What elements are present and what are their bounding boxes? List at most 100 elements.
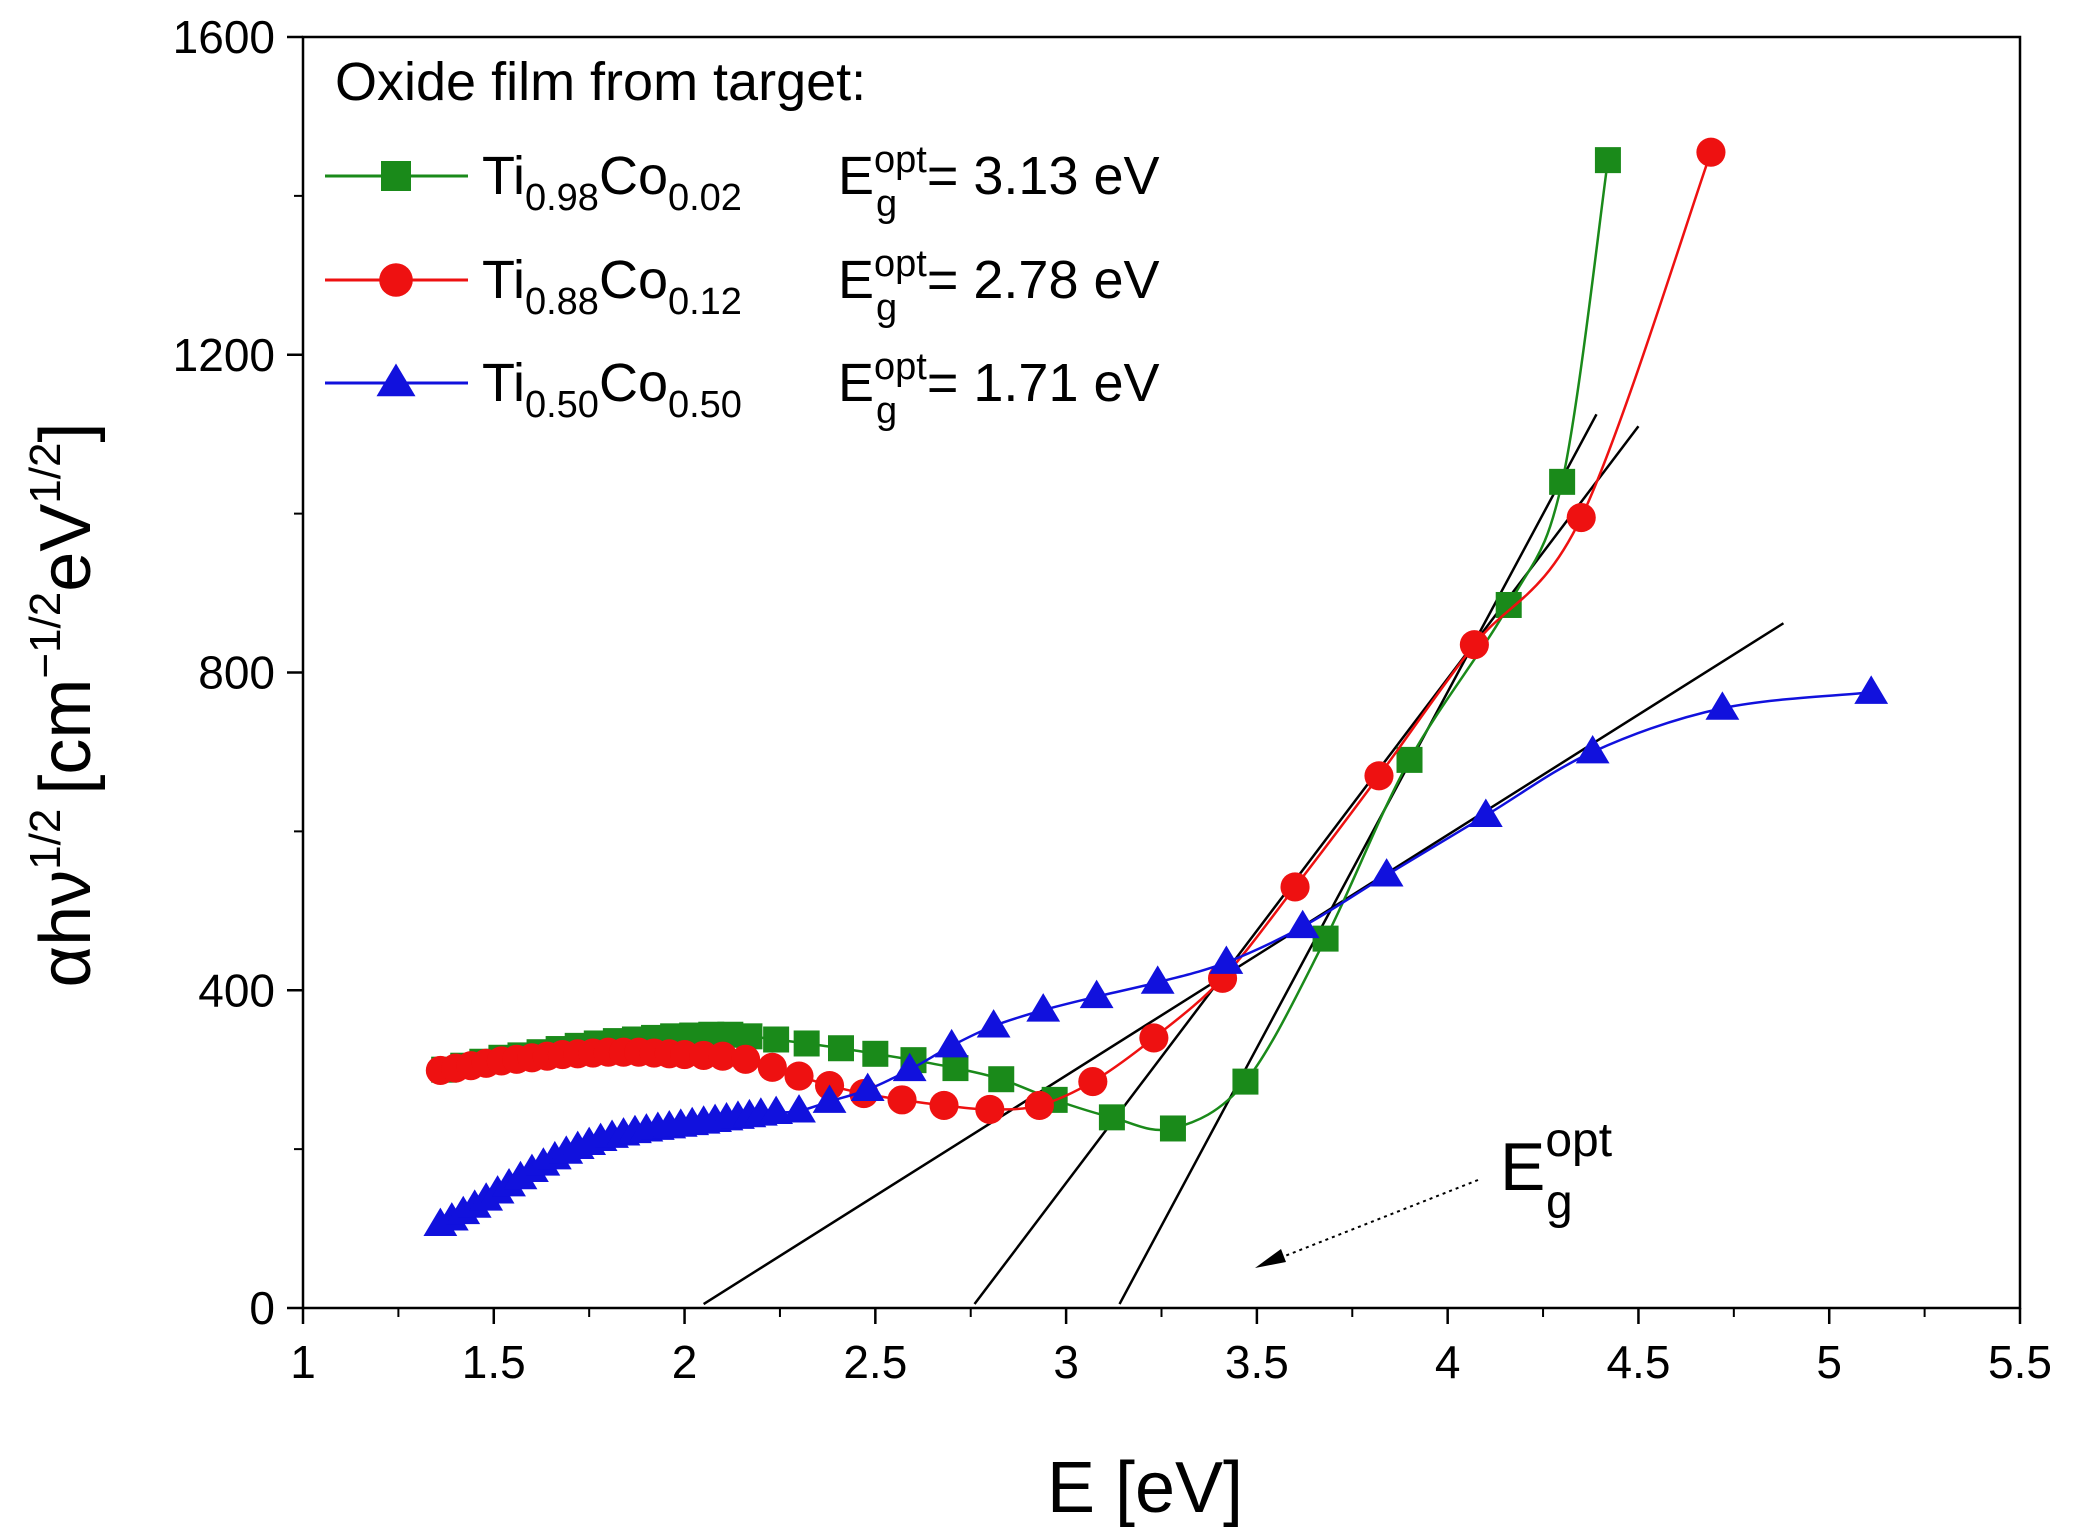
data-point-ti098co002 xyxy=(1549,468,1576,495)
ylabel-exp3: 1/2 xyxy=(21,443,70,504)
x-tick-label: 4.5 xyxy=(1606,1336,1670,1388)
data-point-ti050co050 xyxy=(759,1095,794,1125)
x-tick-label: 2.5 xyxy=(843,1336,907,1388)
data-point-ti088co012 xyxy=(975,1094,1005,1124)
tangent-lines xyxy=(702,413,1785,1306)
ylabel-close: ] xyxy=(26,423,106,443)
tangent-line xyxy=(702,622,1785,1306)
x-tick-label: 5 xyxy=(1816,1336,1842,1388)
data-point-ti088co012 xyxy=(887,1085,917,1115)
legend-eg-value: Eopt= 3.13 eV xyxy=(838,139,1160,206)
data-point-ti088co012 xyxy=(1139,1023,1169,1053)
data-point-ti098co002 xyxy=(988,1066,1015,1093)
tangent-line xyxy=(1118,413,1598,1305)
y-axis-title: αhν1/2[cm−1/2eV1/2] xyxy=(21,423,106,988)
data-point-ti098co002 xyxy=(942,1055,969,1082)
legend-eg-sub: g xyxy=(876,287,897,329)
legend-eg-sub: g xyxy=(876,390,897,432)
svg-text:αhν1/2[cm−1/2eV1/2]: αhν1/2[cm−1/2eV1/2] xyxy=(21,423,106,988)
legend-eg-sub: g xyxy=(876,183,897,225)
data-point-ti098co002 xyxy=(1495,591,1522,618)
legend-marker xyxy=(381,161,411,191)
ylabel-base: αhν xyxy=(26,870,106,988)
series-line-ti050co050 xyxy=(439,691,1872,1226)
annotation-sup: opt xyxy=(1545,1114,1612,1167)
legend-entry-ti050co050: Ti0.50Co0.50 Eopt= 1.71 eVg xyxy=(325,346,1160,432)
legend-entry-ti088co012: Ti0.88Co0.12 Eopt= 2.78 eVg xyxy=(325,243,1160,329)
legend-label: Ti0.88Co0.12 xyxy=(482,250,742,323)
data-point-ti050co050 xyxy=(892,1052,927,1082)
axes-layer: 1 1.5 2 2.5 3 3.5 4 4.5 5 5.5 0 400 800 1200 1600 xyxy=(173,11,2052,1388)
data-point-ti088co012 xyxy=(1459,630,1489,660)
data-point-ti050co050 xyxy=(1140,965,1175,994)
data-point-ti098co002 xyxy=(793,1030,820,1057)
data-point-ti050co050 xyxy=(782,1094,816,1123)
data-point-ti088co012 xyxy=(1024,1090,1054,1120)
legend-eg-value: Eopt= 1.71 eV xyxy=(838,346,1160,413)
data-point-ti050co050 xyxy=(1079,979,1114,1009)
data-point-ti050co050 xyxy=(1209,945,1244,974)
y-tick-label: 0 xyxy=(249,1282,275,1334)
legend-marker xyxy=(376,363,416,397)
legend-entry-ti098co002: Ti0.98Co0.02 Eopt= 3.13 eVg xyxy=(325,139,1160,225)
data-point-ti050co050 xyxy=(812,1084,847,1113)
data-point-ti050co050 xyxy=(1285,909,1320,939)
ylabel-exp1: 1/2 xyxy=(21,809,70,870)
data-point-ti098co002 xyxy=(736,1023,763,1050)
x-tick-label: 1 xyxy=(290,1336,316,1388)
data-point-ti088co012 xyxy=(708,1041,738,1071)
x-tick-label: 5.5 xyxy=(1988,1336,2052,1388)
legend-marker xyxy=(379,263,413,297)
ylabel-unit: eV xyxy=(26,504,106,592)
legend-label: Ti0.50Co0.50 xyxy=(482,353,742,426)
ylabel-exp2: −1/2 xyxy=(21,592,70,679)
data-point-ti088co012 xyxy=(784,1061,814,1091)
data-point-ti098co002 xyxy=(1159,1115,1186,1142)
data-point-ti098co002 xyxy=(763,1026,790,1053)
data-point-ti050co050 xyxy=(1369,858,1404,887)
data-point-ti098co002 xyxy=(1312,925,1339,952)
data-point-ti050co050 xyxy=(934,1028,969,1058)
data-point-ti088co012 xyxy=(1364,761,1394,791)
series-ti050co050 xyxy=(423,675,1889,1237)
data-point-ti098co002 xyxy=(862,1040,889,1067)
x-tick-label: 3.5 xyxy=(1225,1336,1289,1388)
x-tick-label: 4 xyxy=(1435,1336,1461,1388)
data-point-ti088co012 xyxy=(1078,1067,1108,1097)
data-point-ti088co012 xyxy=(929,1090,959,1120)
data-point-ti098co002 xyxy=(1594,147,1621,174)
annotation-arrow-head xyxy=(1255,1249,1286,1268)
data-point-ti088co012 xyxy=(1566,503,1596,533)
ylabel-bracket: [cm xyxy=(26,679,106,795)
data-point-ti088co012 xyxy=(731,1044,761,1074)
data-point-ti050co050 xyxy=(1854,675,1889,704)
annotation-sub: g xyxy=(1546,1176,1573,1229)
y-tick-label: 400 xyxy=(198,964,275,1016)
data-point-ti098co002 xyxy=(1098,1104,1125,1131)
x-tick-label: 2 xyxy=(672,1336,698,1388)
annotation-base: E xyxy=(1500,1129,1545,1205)
x-tick-label: 3 xyxy=(1053,1336,1079,1388)
y-tick-label: 1600 xyxy=(173,11,275,63)
legend-eg-value: Eopt= 2.78 eV xyxy=(838,243,1160,310)
data-point-ti050co050 xyxy=(1705,691,1740,720)
data-point-ti088co012 xyxy=(1696,137,1726,167)
data-point-ti098co002 xyxy=(1396,746,1423,773)
data-point-ti050co050 xyxy=(1026,993,1061,1022)
legend: Oxide film from target: Ti0.98Co0.02 Eopt… xyxy=(325,52,1160,432)
data-point-ti098co002 xyxy=(827,1035,854,1062)
data-point-ti050co050 xyxy=(1575,735,1610,764)
data-point-ti088co012 xyxy=(757,1052,787,1082)
legend-label: Ti0.98Co0.02 xyxy=(482,146,742,219)
data-point-ti088co012 xyxy=(1280,872,1310,902)
data-point-ti050co050 xyxy=(1468,798,1503,827)
eg-annotation: Eopt g xyxy=(1255,1114,1612,1268)
x-axis-title: E [eV] xyxy=(1047,1448,1243,1528)
y-tick-label: 1200 xyxy=(173,329,275,381)
x-tick-label: 1.5 xyxy=(462,1336,526,1388)
data-point-ti050co050 xyxy=(850,1072,885,1102)
y-tick-label: 800 xyxy=(198,647,275,699)
data-point-ti050co050 xyxy=(976,1009,1011,1038)
data-point-ti098co002 xyxy=(1232,1068,1259,1095)
